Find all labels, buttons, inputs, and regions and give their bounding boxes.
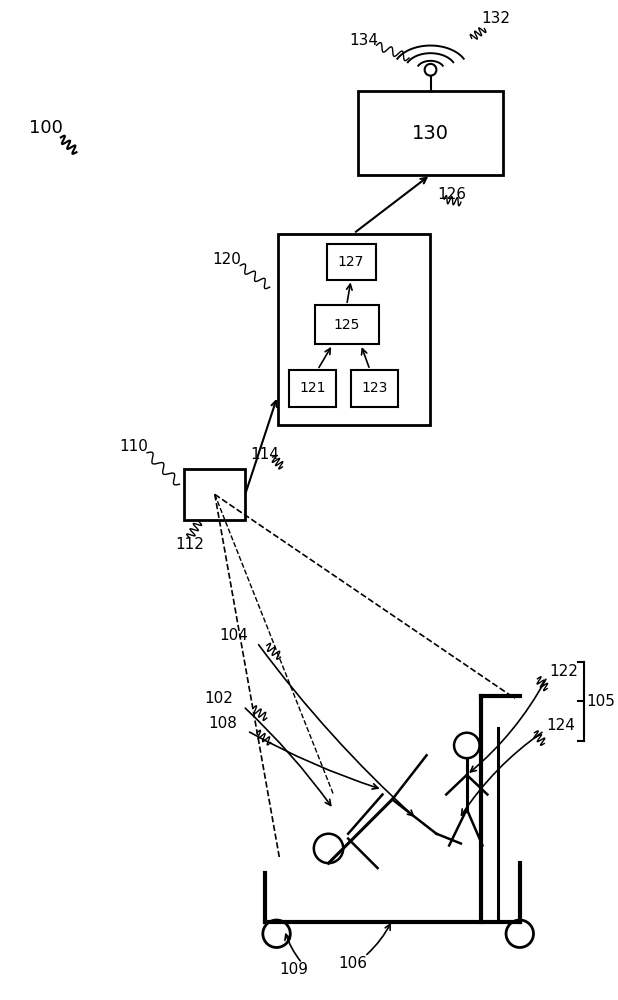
- Text: 125: 125: [334, 318, 360, 332]
- Text: 108: 108: [208, 716, 237, 731]
- Text: 106: 106: [339, 956, 368, 971]
- Bar: [289, 370, 336, 407]
- Text: 105: 105: [586, 694, 616, 709]
- Text: 102: 102: [205, 691, 234, 706]
- Text: 121: 121: [300, 381, 326, 395]
- Bar: [358, 91, 503, 175]
- Bar: [315, 305, 379, 344]
- Bar: [351, 370, 398, 407]
- Text: 123: 123: [362, 381, 388, 395]
- Bar: [184, 469, 245, 520]
- Text: 104: 104: [219, 628, 248, 643]
- Text: 127: 127: [338, 255, 364, 269]
- Bar: [277, 234, 430, 425]
- Text: 124: 124: [546, 718, 575, 733]
- Text: 134: 134: [349, 33, 378, 48]
- Text: 120: 120: [212, 252, 241, 267]
- Text: 112: 112: [175, 537, 204, 552]
- Text: 109: 109: [280, 962, 309, 977]
- Text: 114: 114: [250, 447, 279, 462]
- Text: 132: 132: [481, 11, 510, 26]
- Bar: [326, 244, 376, 280]
- Text: 126: 126: [438, 187, 467, 202]
- Text: 130: 130: [412, 124, 449, 143]
- Text: 100: 100: [30, 119, 63, 137]
- Text: 110: 110: [119, 439, 148, 454]
- Text: 122: 122: [549, 664, 578, 679]
